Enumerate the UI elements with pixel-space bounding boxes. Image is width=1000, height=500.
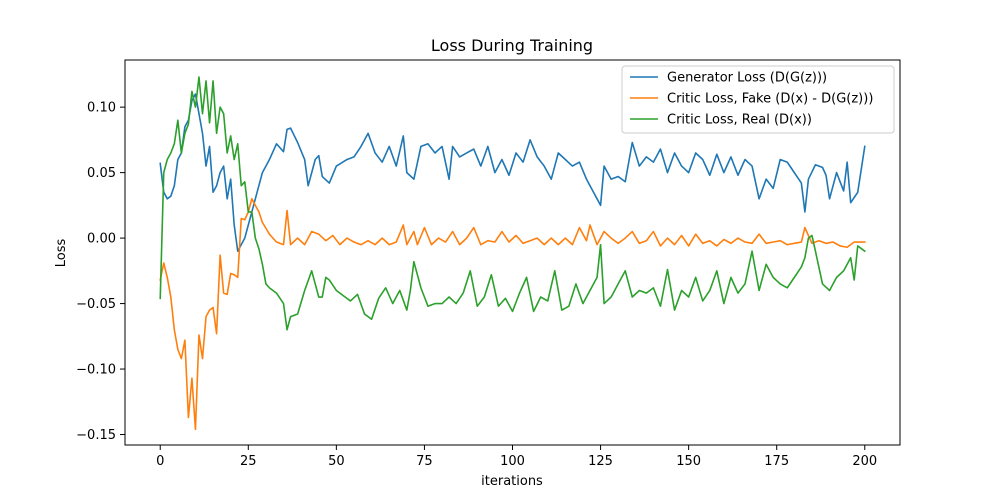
series-lines <box>159 76 866 431</box>
legend: Generator Loss (D(G(z))) Critic Loss, Fak… <box>621 65 895 134</box>
series-line-0 <box>159 93 866 252</box>
x-tick-label: 175 <box>764 454 789 469</box>
y-tick-label: 0.10 <box>87 101 116 116</box>
x-tick-label: 50 <box>328 454 345 469</box>
series-line-1 <box>159 198 866 431</box>
x-tick-label: 75 <box>416 454 433 469</box>
y-axis-label: Loss <box>54 239 69 268</box>
x-tick-label: 150 <box>676 454 701 469</box>
y-tick-label: −0.05 <box>76 297 116 312</box>
y-tick-label: 0.05 <box>87 166 116 181</box>
chart-title: Loss During Training <box>431 36 593 55</box>
y-tick-label: −0.15 <box>76 428 116 443</box>
x-tick-label: 125 <box>588 454 613 469</box>
legend-label-1: Critic Loss, Fake (D(x) - D(G(z))) <box>667 92 873 107</box>
x-axis-label: iterations <box>481 474 543 489</box>
x-tick-label: 200 <box>852 454 877 469</box>
x-tick-label: 100 <box>500 454 525 469</box>
legend-box <box>621 65 895 134</box>
x-tick-label: 25 <box>240 454 257 469</box>
legend-label-2: Critic Loss, Real (D(x)) <box>667 113 812 128</box>
axis-ticks: 0 25 50 75 100 125 150 175 200 −0.15 −0.10 −0.05 0.0… <box>76 101 877 469</box>
y-tick-label: −0.10 <box>76 363 116 378</box>
x-tick-label: 0 <box>156 454 164 469</box>
legend-label-0: Generator Loss (D(G(z))) <box>667 71 827 86</box>
series-line-2 <box>159 76 866 331</box>
y-tick-label: 0.00 <box>87 232 116 247</box>
